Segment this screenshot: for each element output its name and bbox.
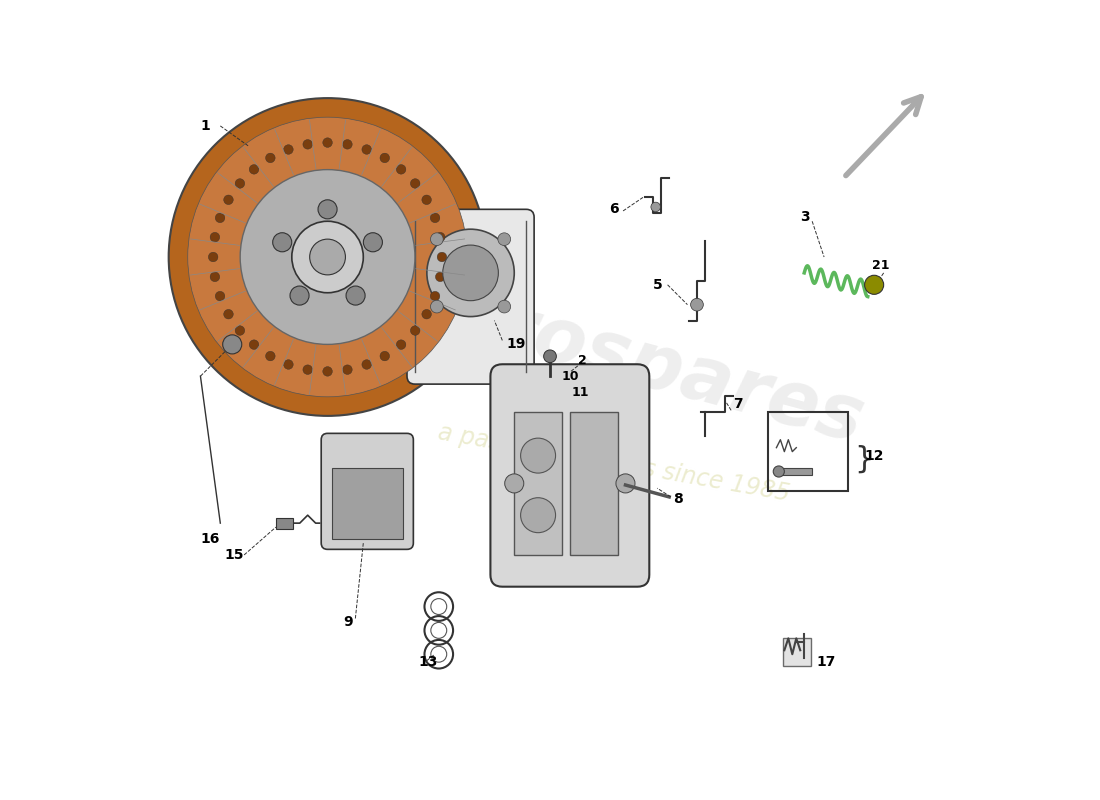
Circle shape [498,300,510,313]
Bar [769,412,848,491]
Circle shape [427,229,515,317]
Bar [515,412,562,555]
Circle shape [436,272,446,282]
Circle shape [505,474,524,493]
Circle shape [223,310,233,319]
Text: 21: 21 [872,259,889,272]
Circle shape [250,165,258,174]
Bar [783,638,811,666]
Text: }: } [855,445,873,474]
Text: 19: 19 [506,338,526,351]
Text: a passion for parts since 1985: a passion for parts since 1985 [436,421,791,506]
Circle shape [318,200,337,219]
Text: 9: 9 [343,615,353,630]
Circle shape [322,138,332,147]
Circle shape [235,178,244,188]
Circle shape [865,275,883,294]
Circle shape [379,351,389,361]
Circle shape [188,117,468,397]
Circle shape [616,474,635,493]
Circle shape [265,153,275,162]
Circle shape [651,202,660,212]
Circle shape [430,300,443,313]
Bar [276,518,294,529]
Circle shape [322,366,332,376]
Circle shape [292,222,363,293]
Text: 3: 3 [801,210,810,224]
Bar [331,467,403,539]
Text: 17: 17 [816,655,836,669]
Circle shape [363,233,383,252]
Text: 8: 8 [673,492,683,506]
Circle shape [250,340,258,350]
Circle shape [396,165,406,174]
Text: 15: 15 [224,548,244,562]
Circle shape [430,291,440,301]
Text: eurospares: eurospares [387,262,872,458]
Text: 12: 12 [865,449,884,462]
Circle shape [430,233,443,246]
Circle shape [396,340,406,350]
Circle shape [410,178,420,188]
Circle shape [362,360,372,370]
Circle shape [302,365,312,374]
Circle shape [216,291,224,301]
Circle shape [210,232,220,242]
Text: 1: 1 [200,119,210,133]
Circle shape [265,351,275,361]
Circle shape [302,139,312,149]
Circle shape [362,145,372,154]
Text: 13: 13 [419,655,438,669]
Circle shape [443,245,498,301]
Text: 5: 5 [653,278,663,292]
FancyBboxPatch shape [407,210,535,384]
Circle shape [422,310,431,319]
FancyBboxPatch shape [491,364,649,586]
Circle shape [543,350,557,362]
Circle shape [222,335,242,354]
Circle shape [498,233,510,246]
Circle shape [436,232,446,242]
Circle shape [290,286,309,305]
Circle shape [691,298,703,311]
Text: 7: 7 [733,397,742,411]
Text: 11: 11 [572,386,588,399]
Circle shape [379,153,389,162]
Circle shape [773,466,784,477]
Circle shape [343,365,352,374]
Circle shape [240,170,415,344]
Circle shape [208,252,218,262]
Circle shape [422,195,431,205]
Circle shape [520,438,556,473]
Circle shape [210,272,220,282]
Circle shape [520,498,556,533]
Circle shape [343,139,352,149]
Circle shape [235,326,244,335]
Circle shape [273,233,292,252]
Text: 10: 10 [562,370,580,383]
Circle shape [168,98,486,416]
Bar [570,412,617,555]
Text: 16: 16 [200,532,220,546]
Circle shape [223,195,233,205]
Circle shape [430,213,440,222]
FancyBboxPatch shape [321,434,414,550]
Circle shape [410,326,420,335]
Circle shape [284,145,294,154]
Circle shape [437,252,447,262]
Circle shape [346,286,365,305]
Text: 2: 2 [578,354,586,367]
Circle shape [310,239,345,275]
Circle shape [284,360,294,370]
Circle shape [216,213,224,222]
Text: 6: 6 [609,202,619,216]
Bar [780,467,812,475]
